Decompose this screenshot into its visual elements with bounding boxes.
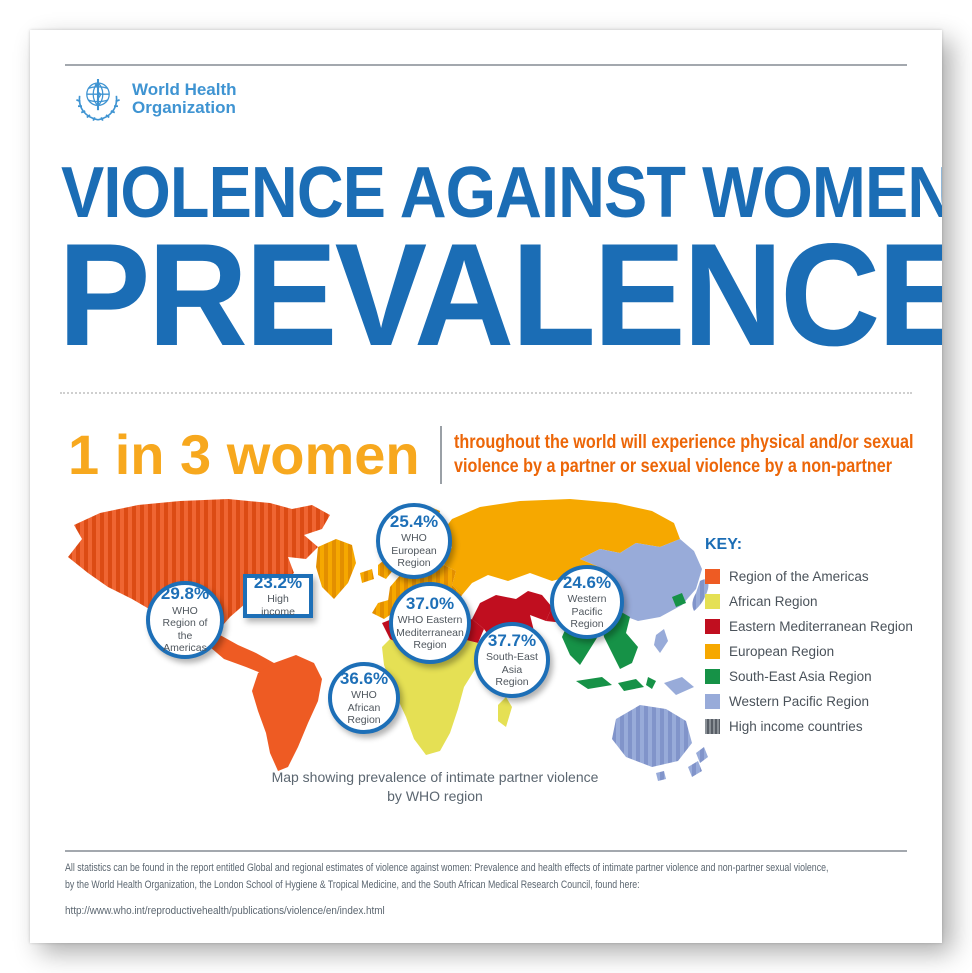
key-label-high-income: High income countries [729, 719, 863, 734]
badge-african-value: 36.6% [339, 668, 389, 688]
badge-high-income-value: 23.2% [253, 572, 303, 592]
badge-americas-value: 29.8% [160, 584, 210, 604]
world-map-panel: 29.8% WHO Region of the Americas 23.2% H… [60, 495, 710, 795]
badge-western-pacific: 24.6% Western Pacific Region [550, 565, 624, 639]
map-region-korea [672, 593, 686, 607]
key-item-high-income: High income countries [705, 714, 913, 739]
badge-african: 36.6% WHO African Region [328, 662, 400, 734]
who-org-name: World Health Organization [132, 79, 237, 117]
key-label-african: African Region [729, 594, 818, 609]
map-region-philippines [654, 629, 668, 653]
statistic-headline: 1 in 3 women [68, 423, 420, 486]
badge-south-east-asia-label: South-East Asia Region [486, 651, 538, 689]
key-label-eastern-mediterranean: Eastern Mediterranean Region [729, 619, 913, 634]
map-region-indonesia-1 [576, 677, 612, 689]
map-caption: Map showing prevalence of intimate partn… [200, 768, 670, 806]
map-region-iceland [360, 569, 374, 583]
badge-eastern-mediterranean-label: WHO Eastern Mediterranean Region [396, 614, 464, 652]
badge-south-east-asia: 37.7% South-East Asia Region [474, 622, 550, 698]
map-region-greenland [316, 539, 356, 599]
badge-european-value: 25.4% [389, 511, 439, 531]
map-region-arctic-islands [296, 513, 318, 527]
badge-south-east-asia-value: 37.7% [487, 630, 537, 650]
swatch-south-east-asia [705, 669, 720, 684]
map-region-australia [612, 705, 692, 767]
badge-european: 25.4% WHO European Region [376, 503, 452, 579]
map-caption-line1: Map showing prevalence of intimate partn… [271, 769, 599, 785]
who-org-name-line2: Organization [132, 98, 236, 117]
who-logo-icon [76, 79, 120, 121]
key-statistic: 1 in 3 women throughout the world will e… [68, 422, 942, 487]
swatch-european [705, 644, 720, 659]
map-region-south-america [252, 655, 322, 771]
infographic-page: World Health Organization VIOLENCE AGAIN… [30, 30, 942, 943]
key-label-european: European Region [729, 644, 835, 659]
badge-high-income-label: High income [261, 593, 295, 618]
key-item-south-east-asia: South-East Asia Region [705, 664, 913, 689]
top-rule [65, 64, 907, 66]
map-region-russia [440, 499, 680, 595]
key-item-european: European Region [705, 639, 913, 664]
statistic-description: throughout the world will experience phy… [454, 431, 942, 479]
key-title: KEY: [705, 536, 743, 553]
badge-high-income: 23.2% High income [243, 572, 313, 618]
map-region-indonesia-2 [618, 679, 644, 691]
map-region-indonesia-3 [646, 677, 656, 689]
key-label-south-east-asia: South-East Asia Region [729, 669, 872, 684]
swatch-western-pacific [705, 694, 720, 709]
page-title-line1: VIOLENCE AGAINST WOMEN: [61, 153, 942, 233]
swatch-eastern-mediterranean [705, 619, 720, 634]
badge-americas: 29.8% WHO Region of the Americas [146, 581, 224, 659]
badge-african-label: WHO African Region [347, 689, 381, 727]
map-region-new-zealand-south [688, 761, 702, 777]
map-region-new-zealand-north [696, 747, 708, 763]
swatch-americas [705, 569, 720, 584]
map-region-north-america [68, 499, 330, 647]
key-label-western-pacific: Western Pacific Region [729, 694, 870, 709]
map-key: KEY: Region of the Americas African Regi… [705, 536, 913, 739]
map-region-madagascar [498, 697, 512, 727]
map-region-sub-saharan-africa [382, 639, 486, 755]
who-header: World Health Organization [74, 75, 237, 123]
badge-americas-label: WHO Region of the Americas [162, 605, 208, 655]
footer-rule [65, 850, 907, 852]
dotted-divider [60, 392, 912, 394]
statistic-divider [440, 425, 442, 484]
map-region-tasmania [656, 771, 666, 781]
page-title-line2: PREVALENCE [58, 213, 942, 376]
key-item-african: African Region [705, 589, 913, 614]
swatch-african [705, 594, 720, 609]
badge-western-pacific-label: Western Pacific Region [567, 593, 607, 631]
badge-european-label: WHO European Region [391, 532, 437, 570]
badge-eastern-mediterranean-value: 37.0% [405, 593, 455, 613]
key-item-eastern-mediterranean: Eastern Mediterranean Region [705, 614, 913, 639]
key-label-americas: Region of the Americas [729, 569, 869, 584]
badge-western-pacific-value: 24.6% [562, 572, 612, 592]
statistic-description-line2: violence by a partner or sexual violence… [454, 455, 893, 477]
key-item-western-pacific: Western Pacific Region [705, 689, 913, 714]
who-org-name-line1: World Health [132, 79, 237, 99]
footer: All statistics can be found in the repor… [65, 860, 942, 920]
footer-source-line2: by the World Health Organization, the Lo… [65, 878, 640, 891]
key-item-americas: Region of the Americas [705, 564, 913, 589]
footer-source-line1: All statistics can be found in the repor… [65, 862, 829, 874]
map-region-japan [692, 579, 709, 611]
swatch-high-income [705, 719, 720, 734]
footer-report-link[interactable]: http://www.who.int/reproductivehealth/pu… [65, 905, 385, 917]
map-caption-line2: by WHO region [387, 787, 483, 804]
statistic-description-line1: throughout the world will experience phy… [454, 431, 914, 453]
badge-eastern-mediterranean: 37.0% WHO Eastern Mediterranean Region [389, 582, 471, 664]
map-region-papua-new-guinea [664, 677, 694, 695]
